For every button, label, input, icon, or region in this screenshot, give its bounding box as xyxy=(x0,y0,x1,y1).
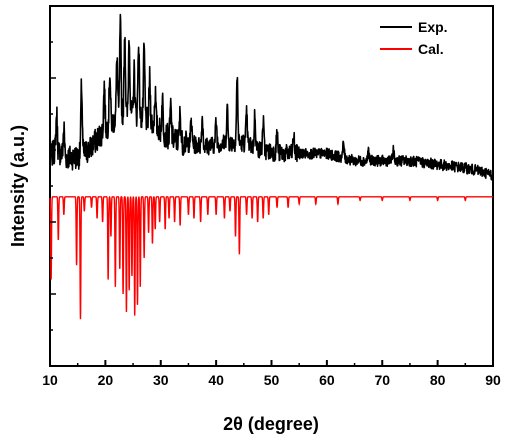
legend-label-exp: Exp. xyxy=(418,19,448,35)
x-ticks: 10 20 30 40 50 60 70 80 90 xyxy=(42,360,501,388)
x-tick-label: 30 xyxy=(153,372,169,388)
x-tick-label: 20 xyxy=(98,372,114,388)
x-tick-label: 50 xyxy=(264,372,280,388)
series-line-exp xyxy=(49,13,494,181)
series-layer xyxy=(49,13,494,320)
x-axis-title: 2θ (degree) xyxy=(223,414,319,434)
x-tick-label: 40 xyxy=(208,372,224,388)
x-tick-label: 10 xyxy=(42,372,58,388)
x-tick-label: 60 xyxy=(319,372,335,388)
x-tick-label: 70 xyxy=(374,372,390,388)
legend: Exp. Cal. xyxy=(380,19,448,57)
x-tick-label: 80 xyxy=(430,372,446,388)
x-tick-label: 90 xyxy=(485,372,501,388)
series-line-cal xyxy=(49,196,493,320)
legend-label-cal: Cal. xyxy=(418,41,444,57)
y-ticks xyxy=(50,5,56,367)
y-axis-title: Intensity (a.u.) xyxy=(8,125,28,247)
